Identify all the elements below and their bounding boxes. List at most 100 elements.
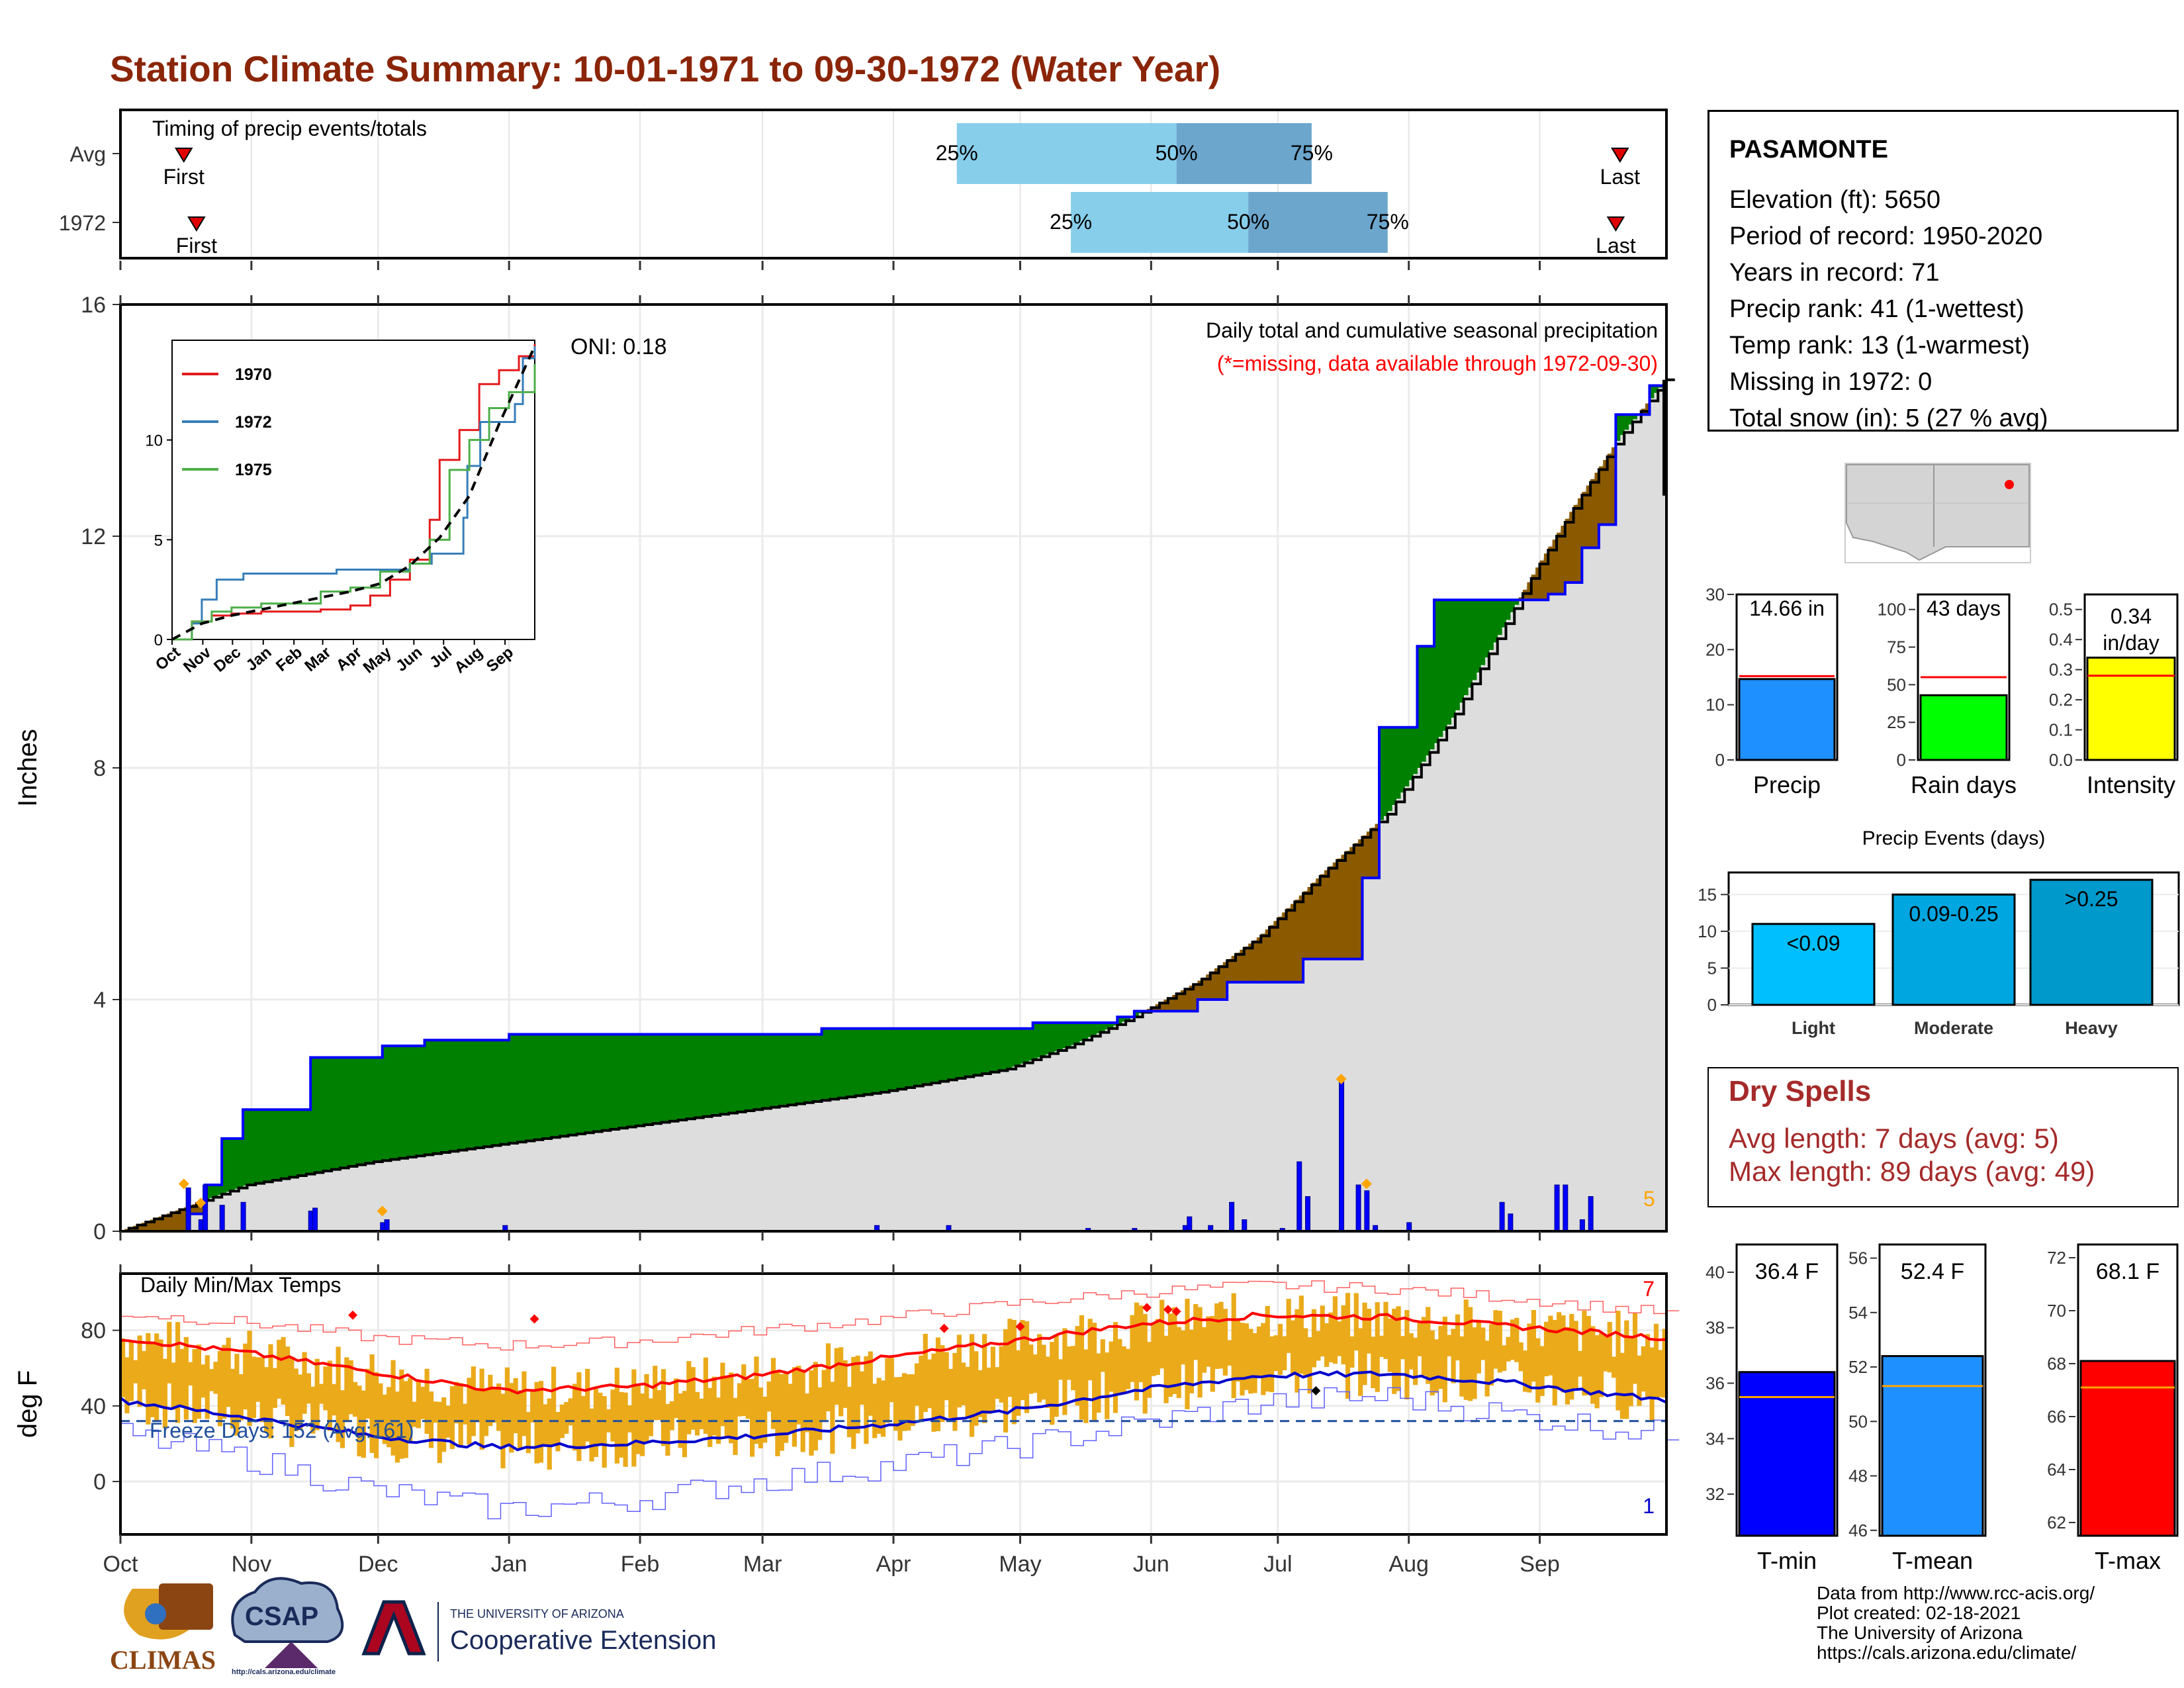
pct-label: 75% xyxy=(1291,141,1333,165)
departure-band xyxy=(1451,600,1456,718)
daily-temp-bar xyxy=(580,1395,586,1450)
departure-band xyxy=(1561,526,1566,594)
daily-precip-bar xyxy=(1499,1201,1505,1232)
departure-band xyxy=(1201,977,1206,1000)
small-bar-value xyxy=(1919,694,2008,761)
timing-row-label: 1972 xyxy=(59,211,106,235)
departure-band xyxy=(1003,1028,1008,1070)
departure-band xyxy=(703,1034,708,1117)
departure-band xyxy=(314,1057,320,1172)
departure-band xyxy=(614,1034,619,1129)
departure-band xyxy=(525,1034,531,1141)
station-location-marker xyxy=(2005,480,2014,489)
daily-precip-bar xyxy=(1588,1196,1594,1232)
departure-band xyxy=(1240,949,1245,982)
daily-temp-bar xyxy=(775,1370,780,1456)
daily-temp-bar xyxy=(504,1367,510,1445)
daily-temp-bar xyxy=(1392,1309,1397,1394)
departure-band xyxy=(754,1034,759,1109)
daily-temp-bar xyxy=(969,1334,975,1437)
departure-band xyxy=(897,1028,903,1089)
daily-temp-bar xyxy=(1134,1302,1139,1401)
daily-temp-bar xyxy=(749,1379,755,1457)
pct-bar-50-75 xyxy=(1176,123,1312,184)
record-high-marker xyxy=(1163,1305,1173,1315)
departure-band xyxy=(792,1034,797,1104)
daily-temp-bar xyxy=(1303,1328,1308,1376)
daily-temp-bar xyxy=(1396,1306,1401,1391)
daily-temp-bar xyxy=(1341,1305,1346,1365)
departure-band xyxy=(445,1040,451,1152)
small-bar-value xyxy=(1881,1355,1984,1537)
departure-band xyxy=(1421,646,1426,762)
departure-band xyxy=(961,1028,966,1078)
daily-temp-bar xyxy=(1649,1347,1655,1421)
departure-band xyxy=(889,1028,894,1091)
daily-temp-bar xyxy=(897,1377,903,1441)
daily-temp-bar xyxy=(1455,1314,1461,1361)
daily-temp-bar xyxy=(779,1374,784,1451)
daily-temp-bar xyxy=(1561,1315,1566,1393)
daily-temp-bar xyxy=(665,1403,670,1456)
departure-band xyxy=(357,1057,362,1165)
daily-temp-bar xyxy=(226,1337,231,1407)
inset-ytick-label: 0 xyxy=(154,632,163,649)
departure-band xyxy=(293,1109,298,1176)
daily-temp-bar xyxy=(1045,1356,1050,1408)
departure-band xyxy=(1189,986,1194,1011)
departure-band xyxy=(441,1040,447,1152)
departure-band xyxy=(467,1040,472,1149)
departure-band xyxy=(640,1034,645,1125)
small-ytick-label: 25 xyxy=(1887,712,1906,732)
departure-band xyxy=(1328,866,1334,959)
small-ytick-label: 0.1 xyxy=(2049,720,2073,740)
departure-band xyxy=(974,1028,979,1075)
departure-band xyxy=(965,1028,970,1077)
csap-mountain-icon xyxy=(265,1642,318,1668)
departure-band xyxy=(1379,727,1384,820)
daily-temp-bar xyxy=(1113,1322,1118,1413)
daily-temp-bar xyxy=(1577,1350,1583,1377)
departure-band xyxy=(433,1040,438,1154)
departure-band xyxy=(255,1109,261,1184)
daily-temp-bar xyxy=(593,1388,599,1457)
daily-temp-bar xyxy=(940,1344,945,1423)
departure-band xyxy=(150,1219,155,1231)
daily-temp-bar xyxy=(1590,1326,1596,1404)
departure-band xyxy=(758,1034,763,1109)
departure-band xyxy=(167,1213,172,1231)
daily-temp-bar xyxy=(1256,1326,1262,1377)
daily-temp-bar xyxy=(766,1381,772,1412)
departure-band xyxy=(1193,983,1199,1011)
departure-band xyxy=(1324,870,1329,959)
departure-band xyxy=(910,1028,915,1087)
daily-temp-bar xyxy=(1096,1353,1101,1413)
daily-temp-bar xyxy=(441,1397,447,1452)
station-info-box: PASAMONTE Elevation (ft): 5650 Period of… xyxy=(1707,110,2179,432)
daily-temp-bar xyxy=(1552,1320,1557,1406)
daily-temp-bar xyxy=(1155,1319,1160,1376)
departure-band xyxy=(264,1109,269,1182)
departure-band xyxy=(462,1040,467,1150)
pct-bar-25-50 xyxy=(956,123,1177,184)
record-high-marker xyxy=(529,1314,539,1324)
small-bar-value xyxy=(1738,678,1836,761)
departure-band xyxy=(387,1046,392,1160)
small-bar-value-label: 0.34 xyxy=(2111,604,2152,628)
departure-band xyxy=(1535,567,1541,600)
departure-band xyxy=(775,1034,780,1107)
small-ytick-label: 72 xyxy=(2047,1248,2066,1268)
daily-temp-bar xyxy=(737,1383,743,1417)
ua-logo-icon xyxy=(361,1600,426,1656)
daily-temp-bar xyxy=(995,1367,1000,1399)
departure-band xyxy=(627,1034,632,1127)
pct-bar-50-75 xyxy=(1248,192,1388,253)
daily-temp-bar xyxy=(1244,1323,1249,1390)
departure-band xyxy=(665,1034,670,1122)
daily-temp-bar xyxy=(150,1341,155,1417)
small-ytick-label: 38 xyxy=(1706,1318,1725,1338)
departure-band xyxy=(796,1034,801,1104)
small-ytick-label: 75 xyxy=(1887,637,1906,657)
departure-band xyxy=(1176,992,1181,1011)
daily-temp-bar xyxy=(348,1360,353,1415)
